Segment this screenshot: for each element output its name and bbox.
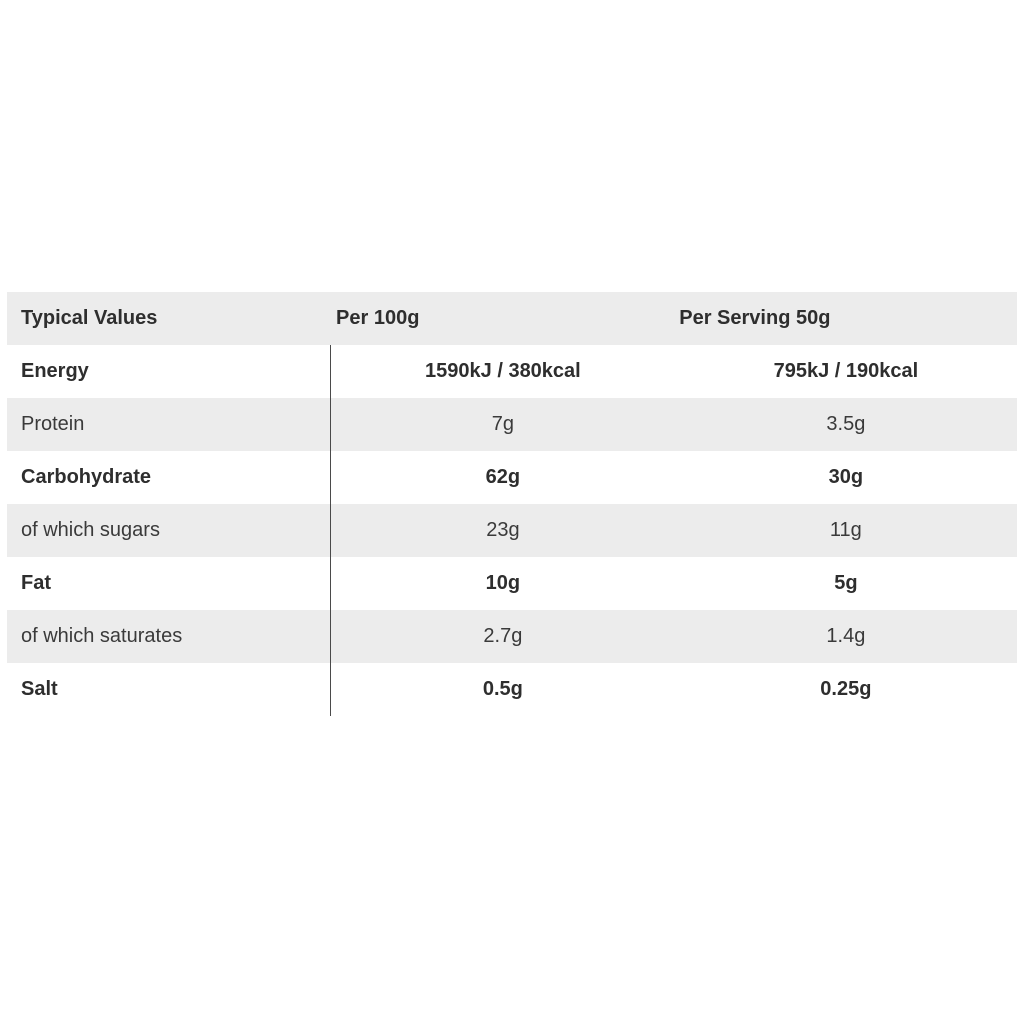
nutrition-table-container: Typical Values Per 100g Per Serving 50g … [7,292,1017,716]
row-label: Protein [7,398,330,451]
row-perserving: 0.25g [673,663,1016,716]
table-header-row: Typical Values Per 100g Per Serving 50g [7,292,1017,345]
row-label: Energy [7,345,330,398]
table-row: Energy 1590kJ / 380kcal 795kJ / 190kcal [7,345,1017,398]
table-row: Salt 0.5g 0.25g [7,663,1017,716]
col-header-per-100g: Per 100g [330,292,673,345]
row-label: Salt [7,663,330,716]
table-row: of which saturates 2.7g 1.4g [7,610,1017,663]
row-perserving: 1.4g [673,610,1016,663]
nutrition-table: Typical Values Per 100g Per Serving 50g … [7,292,1017,716]
row-perserving: 11g [673,504,1016,557]
table-row: Fat 10g 5g [7,557,1017,610]
row-perserving: 30g [673,451,1016,504]
col-header-typical-values: Typical Values [7,292,330,345]
table-row: Protein 7g 3.5g [7,398,1017,451]
row-perserving: 3.5g [673,398,1016,451]
row-perserving: 795kJ / 190kcal [673,345,1016,398]
row-per100: 62g [330,451,673,504]
row-per100: 1590kJ / 380kcal [330,345,673,398]
row-per100: 7g [330,398,673,451]
table-row: of which sugars 23g 11g [7,504,1017,557]
row-label: Fat [7,557,330,610]
row-label: of which sugars [7,504,330,557]
table-row: Carbohydrate 62g 30g [7,451,1017,504]
row-perserving: 5g [673,557,1016,610]
row-per100: 23g [330,504,673,557]
row-per100: 2.7g [330,610,673,663]
row-per100: 0.5g [330,663,673,716]
row-label: of which saturates [7,610,330,663]
col-header-per-serving: Per Serving 50g [673,292,1016,345]
row-per100: 10g [330,557,673,610]
row-label: Carbohydrate [7,451,330,504]
